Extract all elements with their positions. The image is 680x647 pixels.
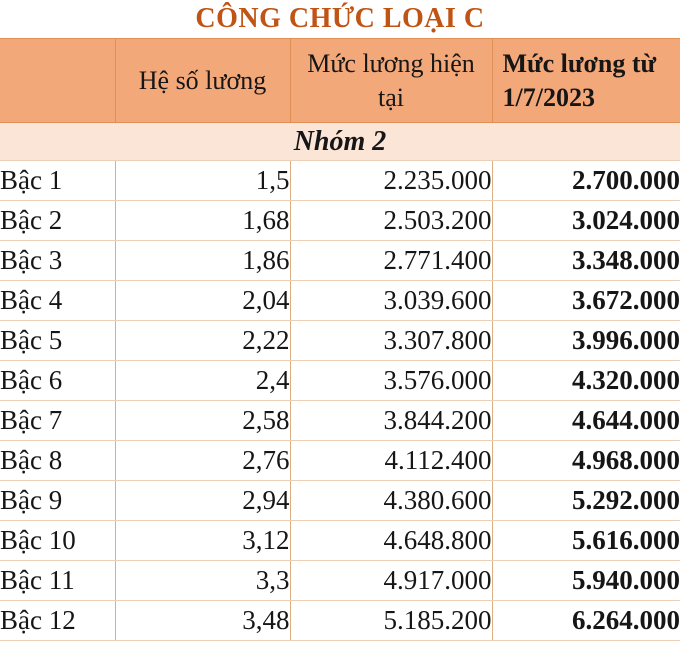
header-cell-current-salary: Mức lương hiện tại [289, 38, 493, 123]
header-label-new-salary: Mức lương từ 1/7/2023 [502, 48, 657, 112]
new-salary-cell: 2.700.000 [491, 160, 680, 201]
level-cell: Bậc 1 [0, 160, 116, 201]
level-cell: Bậc 4 [0, 280, 116, 321]
table-row: Bậc 6 2,4 3.576.000 4.320.000 [0, 360, 680, 401]
header-label-current-salary: Mức lương hiện tại [307, 48, 475, 112]
new-salary-cell: 3.996.000 [491, 320, 680, 361]
current-salary-cell: 5.185.200 [289, 600, 493, 641]
page-title: CÔNG CHỨC LOẠI C [195, 3, 485, 34]
table-row: Bậc 5 2,22 3.307.800 3.996.000 [0, 320, 680, 361]
current-salary-cell: 4.112.400 [289, 440, 493, 481]
header-cell-coefficient: Hệ số lương [114, 38, 291, 123]
new-salary-cell: 5.940.000 [491, 560, 680, 601]
coefficient-cell: 2,94 [114, 480, 291, 521]
coefficient-cell: 3,48 [114, 600, 291, 641]
header-row: Hệ số lương Mức lương hiện tại Mức lương… [0, 38, 680, 123]
table-row: Bậc 2 1,68 2.503.200 3.024.000 [0, 200, 680, 241]
new-salary-cell: 4.644.000 [491, 400, 680, 441]
table-row: Bậc 9 2,94 4.380.600 5.292.000 [0, 480, 680, 521]
current-salary-cell: 2.503.200 [289, 200, 493, 241]
level-cell: Bậc 9 [0, 480, 116, 521]
current-salary-cell: 4.648.800 [289, 520, 493, 561]
current-salary-cell: 2.771.400 [289, 240, 493, 281]
table-row: Bậc 1 1,5 2.235.000 2.700.000 [0, 160, 680, 201]
new-salary-cell: 5.292.000 [491, 480, 680, 521]
current-salary-cell: 2.235.000 [289, 160, 493, 201]
header-cell-empty [0, 38, 116, 123]
salary-table: Hệ số lương Mức lương hiện tại Mức lương… [0, 38, 680, 641]
current-salary-cell: 4.917.000 [289, 560, 493, 601]
current-salary-cell: 3.844.200 [289, 400, 493, 441]
new-salary-cell: 3.024.000 [491, 200, 680, 241]
coefficient-cell: 2,22 [114, 320, 291, 361]
level-cell: Bậc 12 [0, 600, 116, 641]
level-cell: Bậc 7 [0, 400, 116, 441]
table-row: Bậc 8 2,76 4.112.400 4.968.000 [0, 440, 680, 481]
coefficient-cell: 2,04 [114, 280, 291, 321]
level-cell: Bậc 2 [0, 200, 116, 241]
table-row: Bậc 12 3,48 5.185.200 6.264.000 [0, 600, 680, 641]
coefficient-cell: 1,86 [114, 240, 291, 281]
table-row: Bậc 4 2,04 3.039.600 3.672.000 [0, 280, 680, 321]
new-salary-cell: 3.672.000 [491, 280, 680, 321]
level-cell: Bậc 3 [0, 240, 116, 281]
table-row: Bậc 10 3,12 4.648.800 5.616.000 [0, 520, 680, 561]
level-cell: Bậc 5 [0, 320, 116, 361]
level-cell: Bậc 8 [0, 440, 116, 481]
new-salary-cell: 6.264.000 [491, 600, 680, 641]
current-salary-cell: 3.307.800 [289, 320, 493, 361]
coefficient-cell: 1,68 [114, 200, 291, 241]
current-salary-cell: 4.380.600 [289, 480, 493, 521]
coefficient-cell: 3,3 [114, 560, 291, 601]
coefficient-cell: 2,76 [114, 440, 291, 481]
group-row: Nhóm 2 [0, 122, 680, 161]
current-salary-cell: 3.039.600 [289, 280, 493, 321]
table-row: Bậc 3 1,86 2.771.400 3.348.000 [0, 240, 680, 281]
coefficient-cell: 2,4 [114, 360, 291, 401]
header-label-coefficient: Hệ số lương [138, 65, 267, 95]
coefficient-cell: 3,12 [114, 520, 291, 561]
coefficient-cell: 2,58 [114, 400, 291, 441]
table-row: Bậc 7 2,58 3.844.200 4.644.000 [0, 400, 680, 441]
level-cell: Bậc 10 [0, 520, 116, 561]
new-salary-cell: 3.348.000 [491, 240, 680, 281]
table-row: Bậc 11 3,3 4.917.000 5.940.000 [0, 560, 680, 601]
coefficient-cell: 1,5 [114, 160, 291, 201]
level-cell: Bậc 6 [0, 360, 116, 401]
header-cell-new-salary: Mức lương từ 1/7/2023 [491, 38, 680, 123]
group-label: Nhóm 2 [0, 122, 680, 161]
new-salary-cell: 4.968.000 [491, 440, 680, 481]
new-salary-cell: 4.320.000 [491, 360, 680, 401]
new-salary-cell: 5.616.000 [491, 520, 680, 561]
current-salary-cell: 3.576.000 [289, 360, 493, 401]
level-cell: Bậc 11 [0, 560, 116, 601]
